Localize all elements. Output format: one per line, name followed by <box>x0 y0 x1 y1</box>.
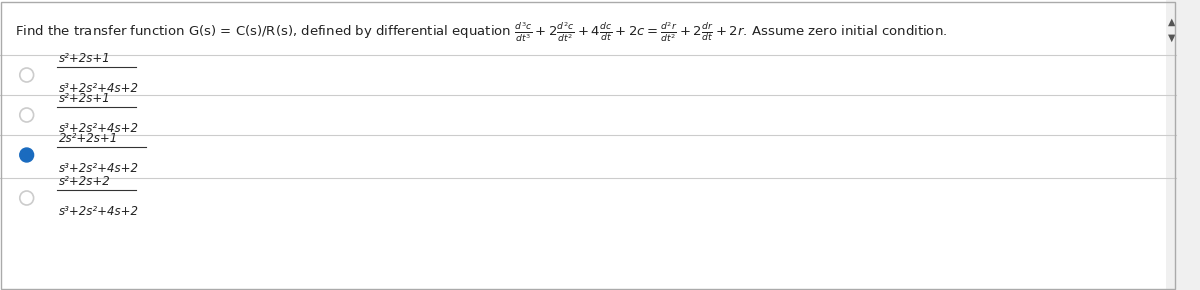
Text: s³+2s²+4s+2: s³+2s²+4s+2 <box>59 122 139 135</box>
FancyBboxPatch shape <box>0 0 1166 290</box>
Text: 2s²+2s+1: 2s²+2s+1 <box>59 132 119 145</box>
Circle shape <box>23 151 30 159</box>
Circle shape <box>19 148 34 162</box>
Circle shape <box>23 151 31 160</box>
Text: ▼: ▼ <box>1168 33 1175 43</box>
Text: s²+2s+2: s²+2s+2 <box>59 175 112 188</box>
Text: s³+2s²+4s+2: s³+2s²+4s+2 <box>59 162 139 175</box>
Text: Find the transfer function G(s) = C(s)/R(s), defined by differential equation $\: Find the transfer function G(s) = C(s)/R… <box>14 20 947 44</box>
Text: s²+2s+1: s²+2s+1 <box>59 52 112 65</box>
Text: s²+2s+1: s²+2s+1 <box>59 92 112 105</box>
Text: s³+2s²+4s+2: s³+2s²+4s+2 <box>59 205 139 218</box>
Text: ▲: ▲ <box>1168 17 1175 27</box>
Text: s³+2s²+4s+2: s³+2s²+4s+2 <box>59 82 139 95</box>
